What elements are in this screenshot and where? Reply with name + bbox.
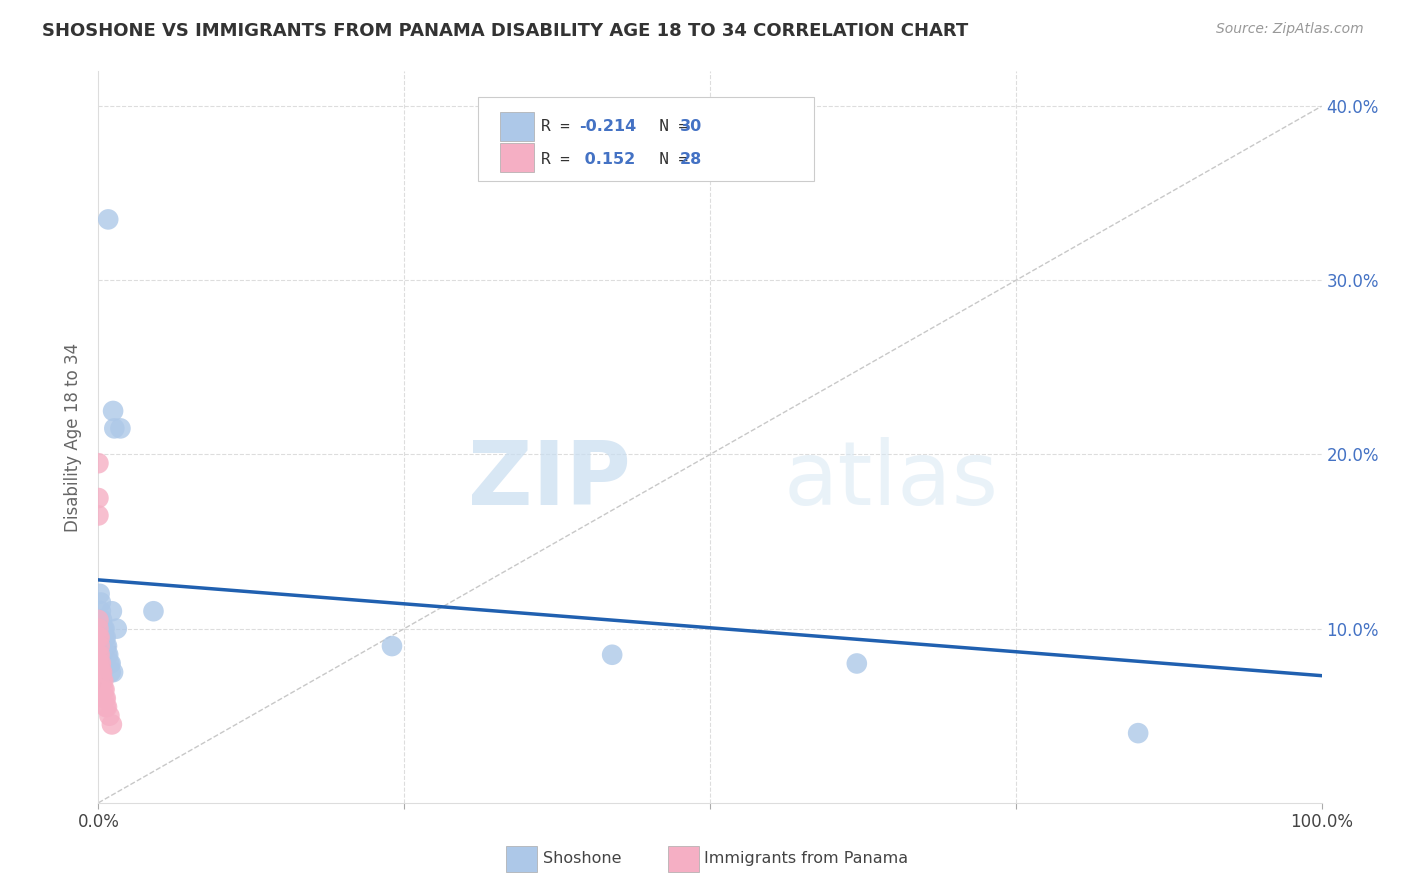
Point <box>98 657 121 671</box>
Point <box>91 631 114 645</box>
Text: R =: R = <box>541 152 579 167</box>
Text: N =: N = <box>640 152 697 167</box>
FancyBboxPatch shape <box>478 97 814 181</box>
Point <box>91 665 114 680</box>
Point <box>87 613 110 627</box>
Point <box>87 657 110 671</box>
Text: -0.214: -0.214 <box>579 119 637 134</box>
Point <box>93 682 115 697</box>
Point <box>93 691 115 706</box>
Text: 30: 30 <box>679 119 702 134</box>
Point <box>89 639 111 653</box>
Point <box>101 404 124 418</box>
Point <box>87 631 110 645</box>
Point <box>87 622 110 636</box>
Point <box>90 604 112 618</box>
Text: ZIP: ZIP <box>468 437 630 524</box>
Point <box>101 717 124 731</box>
Point <box>91 622 114 636</box>
Point <box>87 491 110 505</box>
Point <box>94 691 117 706</box>
Point <box>90 595 112 609</box>
Point <box>94 631 117 645</box>
Text: Immigrants from Panama: Immigrants from Panama <box>704 852 908 866</box>
Point <box>101 604 124 618</box>
Point <box>90 665 112 680</box>
Point <box>89 657 111 671</box>
Point <box>381 639 404 653</box>
Point <box>91 622 114 636</box>
Text: Source: ZipAtlas.com: Source: ZipAtlas.com <box>1216 22 1364 37</box>
Point <box>100 665 122 680</box>
Text: atlas: atlas <box>783 437 998 524</box>
Point <box>110 421 132 435</box>
Point <box>91 613 114 627</box>
Point <box>89 665 111 680</box>
Point <box>89 613 111 627</box>
Point <box>142 604 165 618</box>
Point <box>89 587 111 601</box>
Point <box>98 708 121 723</box>
Point <box>91 673 114 688</box>
Point <box>97 212 120 227</box>
FancyBboxPatch shape <box>499 112 534 141</box>
Point <box>87 508 110 523</box>
FancyBboxPatch shape <box>499 143 534 172</box>
Point <box>91 631 114 645</box>
Point <box>96 639 118 653</box>
Point <box>94 639 117 653</box>
Point <box>105 622 128 636</box>
Point <box>101 665 124 680</box>
Y-axis label: Disability Age 18 to 34: Disability Age 18 to 34 <box>65 343 83 532</box>
Point <box>89 648 111 662</box>
Point <box>87 665 110 680</box>
Point <box>89 631 111 645</box>
Point <box>845 657 868 671</box>
Text: R =: R = <box>541 119 579 134</box>
Text: 0.152: 0.152 <box>579 152 636 167</box>
Point <box>87 456 110 470</box>
Text: Shoshone: Shoshone <box>543 852 621 866</box>
Point <box>97 648 120 662</box>
Point <box>1128 726 1150 740</box>
Point <box>100 657 122 671</box>
Point <box>103 421 125 435</box>
Point <box>96 648 118 662</box>
Point <box>91 682 114 697</box>
Point <box>91 673 114 688</box>
Point <box>90 657 112 671</box>
Text: N =: N = <box>640 119 697 134</box>
Text: 28: 28 <box>679 152 702 167</box>
Text: SHOSHONE VS IMMIGRANTS FROM PANAMA DISABILITY AGE 18 TO 34 CORRELATION CHART: SHOSHONE VS IMMIGRANTS FROM PANAMA DISAB… <box>42 22 969 40</box>
Point <box>87 673 110 688</box>
Point <box>93 631 115 645</box>
Point <box>94 700 117 714</box>
Point <box>87 648 110 662</box>
Point <box>600 648 623 662</box>
Point <box>96 700 118 714</box>
Point <box>93 622 115 636</box>
